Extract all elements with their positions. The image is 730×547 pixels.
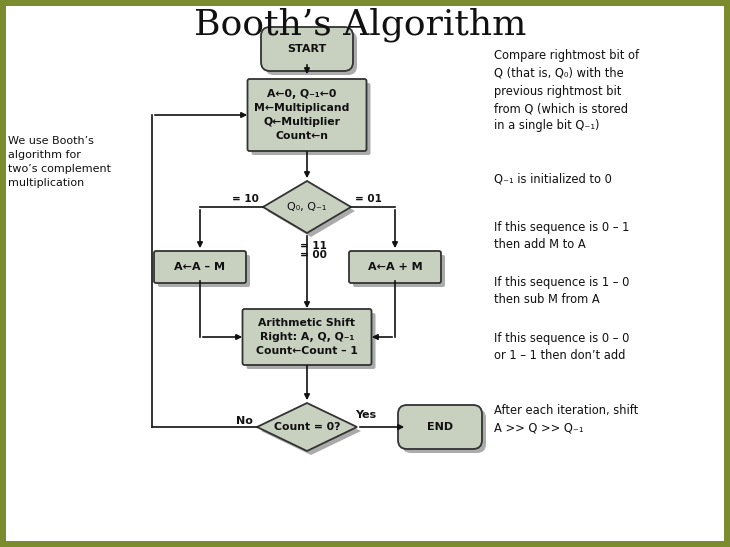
FancyBboxPatch shape [349,251,441,283]
Polygon shape [261,407,361,455]
Text: Yes: Yes [355,410,376,420]
Text: Q←Multiplier: Q←Multiplier [264,117,340,127]
FancyBboxPatch shape [261,27,353,71]
Text: A←A – M: A←A – M [174,262,226,272]
Text: START: START [288,44,326,54]
FancyBboxPatch shape [265,31,357,75]
Text: Count←Count – 1: Count←Count – 1 [256,346,358,356]
Text: = 01: = 01 [355,194,382,204]
Polygon shape [267,185,355,237]
FancyBboxPatch shape [158,255,250,287]
Text: Arithmetic Shift: Arithmetic Shift [258,318,356,328]
Text: Booth’s Algorithm: Booth’s Algorithm [193,8,526,42]
Polygon shape [257,403,357,451]
FancyBboxPatch shape [402,409,486,453]
Text: After each iteration, shift
A >> Q >> Q₋₁: After each iteration, shift A >> Q >> Q₋… [494,404,638,434]
Text: Count←n: Count←n [275,131,328,141]
Text: If this sequence is 1 – 0
then sub M from A: If this sequence is 1 – 0 then sub M fro… [494,276,629,306]
Polygon shape [263,181,351,233]
FancyBboxPatch shape [154,251,246,283]
FancyBboxPatch shape [247,313,375,369]
Text: No: No [236,416,253,426]
FancyBboxPatch shape [6,6,724,541]
Text: = 10: = 10 [232,194,259,204]
FancyBboxPatch shape [242,309,372,365]
FancyBboxPatch shape [252,83,371,155]
FancyBboxPatch shape [353,255,445,287]
Text: Q₀, Q₋₁: Q₀, Q₋₁ [288,202,327,212]
Text: Q₋₁ is initialized to 0: Q₋₁ is initialized to 0 [494,172,612,185]
Text: If this sequence is 0 – 1
then add M to A: If this sequence is 0 – 1 then add M to … [494,221,629,251]
Text: = 11: = 11 [299,241,326,251]
Text: M←Multiplicand: M←Multiplicand [254,103,350,113]
Text: A←0, Q₋₁←0: A←0, Q₋₁←0 [267,89,337,99]
Text: Compare rightmost bit of
Q (that is, Q₀) with the
previous rightmost bit
from Q : Compare rightmost bit of Q (that is, Q₀)… [494,49,639,132]
Text: Right: A, Q, Q₋₁: Right: A, Q, Q₋₁ [260,332,354,342]
Text: END: END [427,422,453,432]
Text: Count = 0?: Count = 0? [274,422,340,432]
FancyBboxPatch shape [398,405,482,449]
Text: If this sequence is 0 – 0
or 1 – 1 then don’t add: If this sequence is 0 – 0 or 1 – 1 then … [494,331,629,362]
Text: We use Booth’s
algorithm for
two’s complement
multiplication: We use Booth’s algorithm for two’s compl… [8,136,111,188]
FancyBboxPatch shape [247,79,366,151]
Text: = 00: = 00 [299,250,326,260]
Text: A←A + M: A←A + M [368,262,423,272]
